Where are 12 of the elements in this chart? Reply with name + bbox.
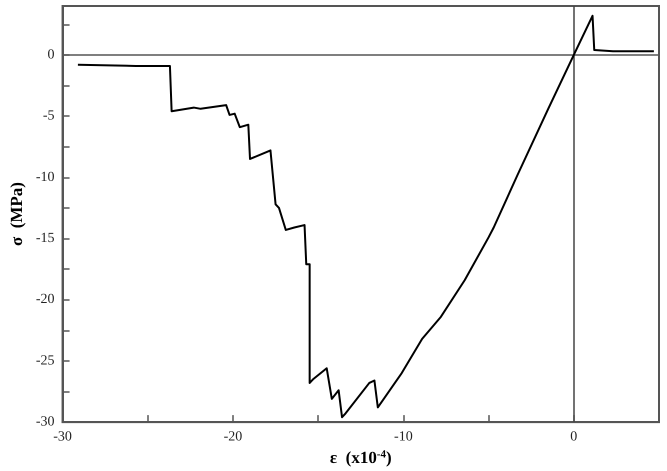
y-tick-label: -25 [36, 353, 55, 368]
x-tick-label: -20 [224, 430, 242, 445]
x-tick-label: -30 [53, 430, 72, 445]
x-tick-label: 0 [570, 430, 578, 445]
y-tick-label: -15 [36, 231, 55, 246]
y-tick-label: -5 [42, 108, 55, 124]
y-tick-label: 0 [48, 47, 55, 62]
y-tick-label: -10 [36, 170, 55, 185]
y-tick-label: -20 [36, 292, 55, 308]
y-axis-title: σ (MPa) [7, 182, 26, 246]
y-tick-label: -30 [36, 414, 55, 430]
x-tick-label: -10 [394, 430, 413, 445]
